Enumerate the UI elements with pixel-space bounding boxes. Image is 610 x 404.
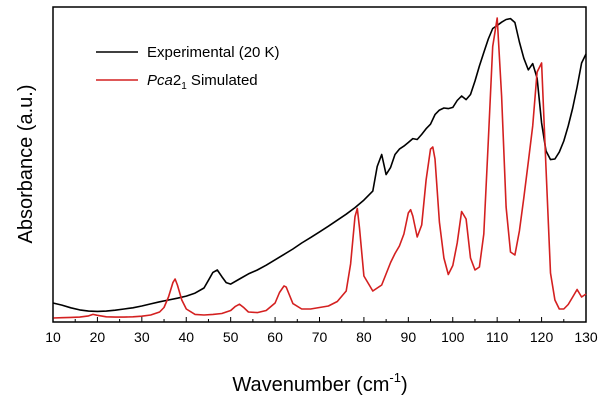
x-tick-label: 130 [574, 329, 598, 345]
x-tick-label: 70 [312, 329, 328, 345]
legend-label-experimental: Experimental (20 K) [147, 44, 280, 61]
y-axis-title: Absorbance (a.u.) [15, 85, 37, 244]
series-line-simulated [52, 17, 587, 319]
x-tick-label: 100 [441, 329, 465, 345]
x-axis-title: Wavenumber (cm-1) [232, 370, 407, 396]
x-tick-label: 110 [486, 329, 509, 345]
x-tick-label: 40 [178, 329, 194, 345]
x-tick-label: 120 [530, 329, 554, 345]
series-layer [52, 17, 587, 319]
legend: Experimental (20 K) Pca21 Simulated [96, 44, 280, 92]
plot-frame [52, 6, 587, 323]
x-tick-label: 80 [356, 329, 372, 345]
x-tick-label: 30 [134, 329, 150, 345]
x-tick-label: 90 [401, 329, 417, 345]
legend-label-simulated: Pca21 Simulated [147, 72, 258, 92]
x-tick-label: 10 [45, 329, 61, 345]
x-axis-ticks: 10 20 30 40 50 60 70 80 90 100 110 120 130 [45, 317, 598, 345]
x-tick-label: 50 [223, 329, 239, 345]
x-tick-label: 20 [90, 329, 106, 345]
x-tick-label: 60 [267, 329, 283, 345]
series-line-experimental [52, 17, 587, 313]
